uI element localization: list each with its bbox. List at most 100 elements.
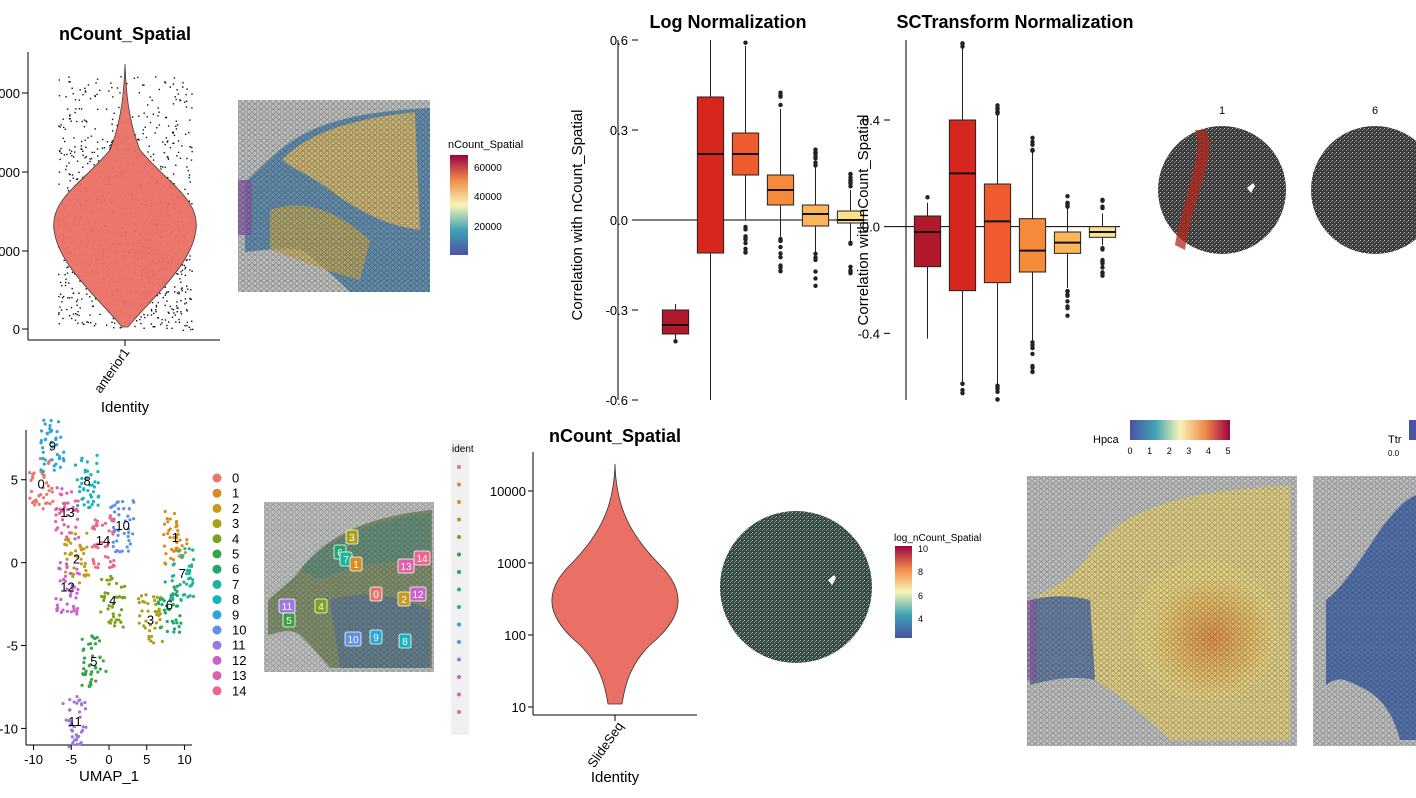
umap-point [105, 578, 109, 582]
jitter-point [65, 278, 67, 280]
jitter-point [179, 157, 182, 159]
umap-point [54, 513, 58, 517]
umap-point [96, 565, 100, 570]
umap-point [151, 595, 156, 599]
jitter-point [96, 148, 99, 150]
umap-point [59, 610, 63, 614]
jitter-point [172, 142, 174, 144]
jitter-point [179, 99, 181, 101]
jitter-point [65, 96, 67, 98]
umap-point [60, 518, 65, 522]
umap-point [73, 499, 77, 503]
cluster-label: 4 [318, 602, 324, 613]
umap-point [158, 626, 162, 630]
jitter-point [175, 120, 177, 122]
jitter-point [75, 300, 78, 303]
umap-point [95, 519, 100, 523]
umap-point [48, 423, 52, 428]
jitter-point [76, 304, 78, 306]
umap-point [78, 485, 82, 489]
jitter-point [176, 155, 178, 157]
umap-point [96, 546, 100, 550]
outlier-point [1100, 257, 1105, 263]
umap-point [142, 600, 147, 604]
umap-point [163, 580, 167, 584]
umap-point [54, 519, 58, 524]
legend-swatch [212, 519, 222, 529]
slideseq-cluster-circles: 1 6 [1158, 105, 1416, 254]
jitter-point [118, 106, 120, 109]
legend-label: 4 [232, 531, 239, 546]
umap-point [111, 615, 116, 619]
jitter-point [177, 273, 179, 275]
jitter-point [177, 307, 179, 309]
legend-dot [457, 465, 461, 469]
jitter-point [131, 116, 134, 118]
jitter-point [111, 118, 114, 121]
outlier-point [778, 238, 783, 243]
ytick-label: 000 [0, 86, 20, 101]
xtick-label: -10 [24, 752, 43, 767]
jitter-point [106, 324, 108, 326]
jitter-point [177, 140, 180, 142]
umap-point [62, 523, 66, 527]
umap-point [94, 679, 98, 683]
legend-swatch [212, 595, 222, 605]
outlier-point [743, 40, 748, 45]
cluster-label: 9 [49, 439, 56, 454]
jitter-point [87, 321, 89, 324]
jitter-point [189, 255, 191, 257]
ytick-label: 5 [11, 473, 18, 488]
outlier-point [848, 240, 853, 246]
colorbar-ticks: 0 1 2 3 4 5 [1127, 446, 1230, 456]
jitter-point [65, 165, 68, 167]
jitter-point [181, 269, 184, 271]
jitter-point [80, 108, 83, 110]
umap-point [119, 608, 124, 612]
umap-point [152, 641, 156, 645]
umap-point [125, 545, 129, 549]
jitter-point [73, 156, 75, 158]
jitter-point [173, 77, 176, 79]
sctransform-panel: SCTransform Normalization Correlation wi… [855, 12, 1134, 402]
jitter-point [58, 323, 61, 325]
jitter-point [59, 150, 61, 153]
umap-point [149, 639, 153, 643]
outlier-point [1100, 265, 1105, 270]
outlier-point [1030, 135, 1035, 141]
jitter-point [69, 180, 71, 182]
outlier-point [995, 397, 1000, 402]
jitter-point [96, 93, 98, 96]
umap-point [172, 511, 177, 516]
umap-point [113, 528, 117, 532]
umap-point [33, 503, 37, 507]
umap-point [162, 608, 166, 612]
umap-point [76, 499, 80, 503]
umap-point [86, 642, 91, 646]
jitter-point [91, 300, 93, 302]
umap-point [48, 502, 52, 506]
jitter-point [167, 311, 169, 313]
colorbar-tick: 3 [1186, 446, 1191, 456]
outlier-point [1030, 148, 1035, 153]
legend-dot [457, 622, 461, 627]
umap-point [80, 476, 84, 481]
umap-point [75, 742, 79, 747]
umap-point [107, 529, 111, 533]
umap-point [163, 611, 168, 615]
cluster-label: 10 [347, 635, 359, 646]
umap-point [93, 642, 98, 646]
outlier-point [778, 90, 783, 95]
legend-dot [457, 535, 461, 539]
jitter-point [58, 79, 60, 81]
legend-swatch [212, 671, 222, 681]
umap-point [82, 551, 86, 556]
jitter-point [190, 159, 193, 161]
umap-point [106, 555, 110, 560]
jitter-point [178, 318, 180, 321]
jitter-point [175, 98, 177, 101]
umap-point [191, 578, 195, 582]
legend-label: 5 [232, 547, 239, 562]
umap-point [174, 525, 178, 529]
jitter-point [68, 149, 71, 151]
